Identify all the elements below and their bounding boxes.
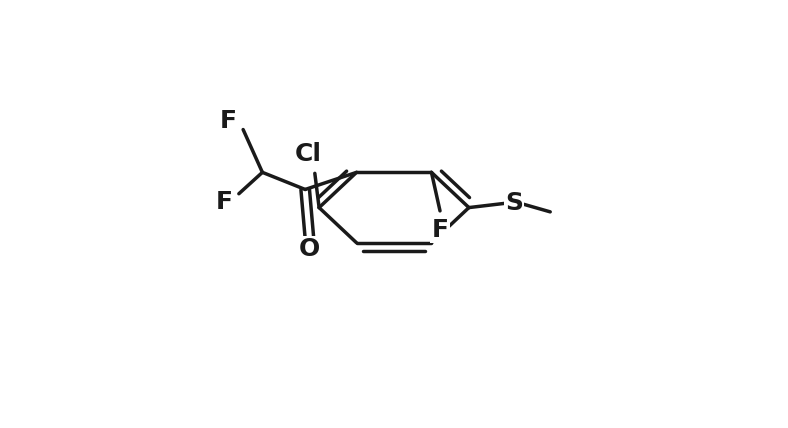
Text: F: F [220, 109, 236, 133]
Text: Cl: Cl [295, 142, 322, 166]
Text: S: S [505, 191, 523, 215]
Text: F: F [432, 218, 448, 242]
Text: O: O [299, 238, 320, 262]
Text: F: F [215, 190, 232, 214]
